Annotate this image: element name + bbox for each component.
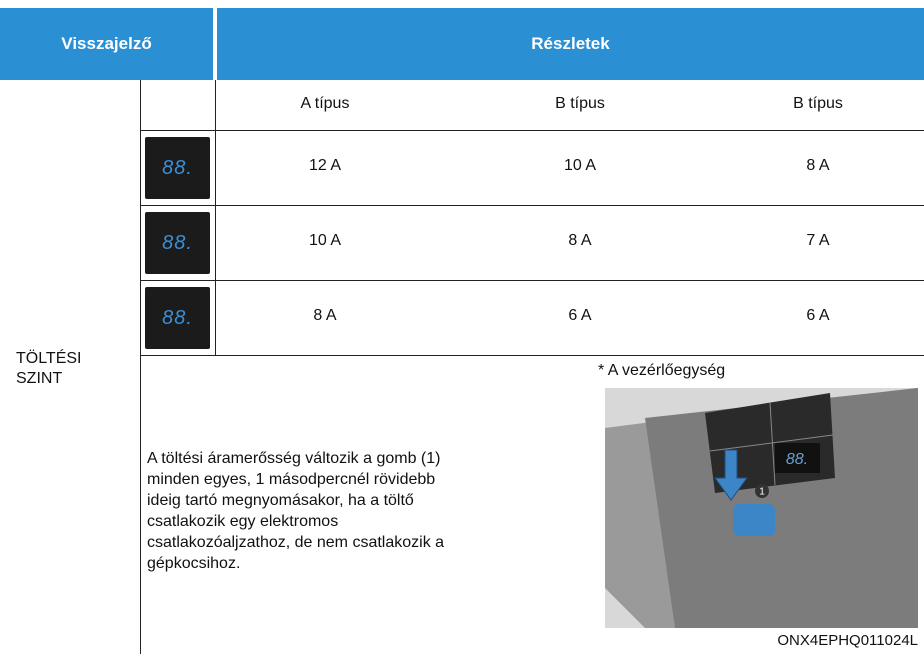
divider xyxy=(140,205,924,206)
image-code: ONX4EPHQ011024L xyxy=(777,632,918,649)
cell-value: 8 A xyxy=(806,157,830,174)
divider xyxy=(140,130,924,131)
header-indicator: Visszajelző xyxy=(0,8,213,80)
image-caption: * A vezérlőegység xyxy=(598,362,726,379)
control-unit-photo: 88. 1 xyxy=(605,388,918,628)
cell-value: 6 A xyxy=(568,307,592,324)
header-details: Részletek xyxy=(217,8,924,80)
divider xyxy=(140,80,141,654)
cell-value: 12 A xyxy=(308,157,342,174)
divider xyxy=(140,355,924,356)
display-icon: 88. xyxy=(145,212,210,274)
image-callout: 1 xyxy=(759,487,765,498)
left-label: TÖLTÉSI SZINT xyxy=(16,350,82,387)
cell-value: 7 A xyxy=(806,232,830,249)
display-icon: 88. xyxy=(145,137,210,199)
description: A töltési áramerősség változik a gomb (1… xyxy=(147,450,445,572)
cell-value: 10 A xyxy=(563,157,597,174)
cell-value: 8 A xyxy=(568,232,592,249)
cell-value: 8 A xyxy=(313,307,337,324)
column-header: A típus xyxy=(300,95,350,112)
cell-value: 6 A xyxy=(806,307,830,324)
column-header: B típus xyxy=(555,95,605,112)
display-icon: 88. xyxy=(145,287,210,349)
image-display: 88. xyxy=(786,451,808,468)
cell-value: 10 A xyxy=(308,232,342,249)
divider xyxy=(140,280,924,281)
divider xyxy=(215,80,216,355)
column-header: B típus xyxy=(793,95,843,112)
